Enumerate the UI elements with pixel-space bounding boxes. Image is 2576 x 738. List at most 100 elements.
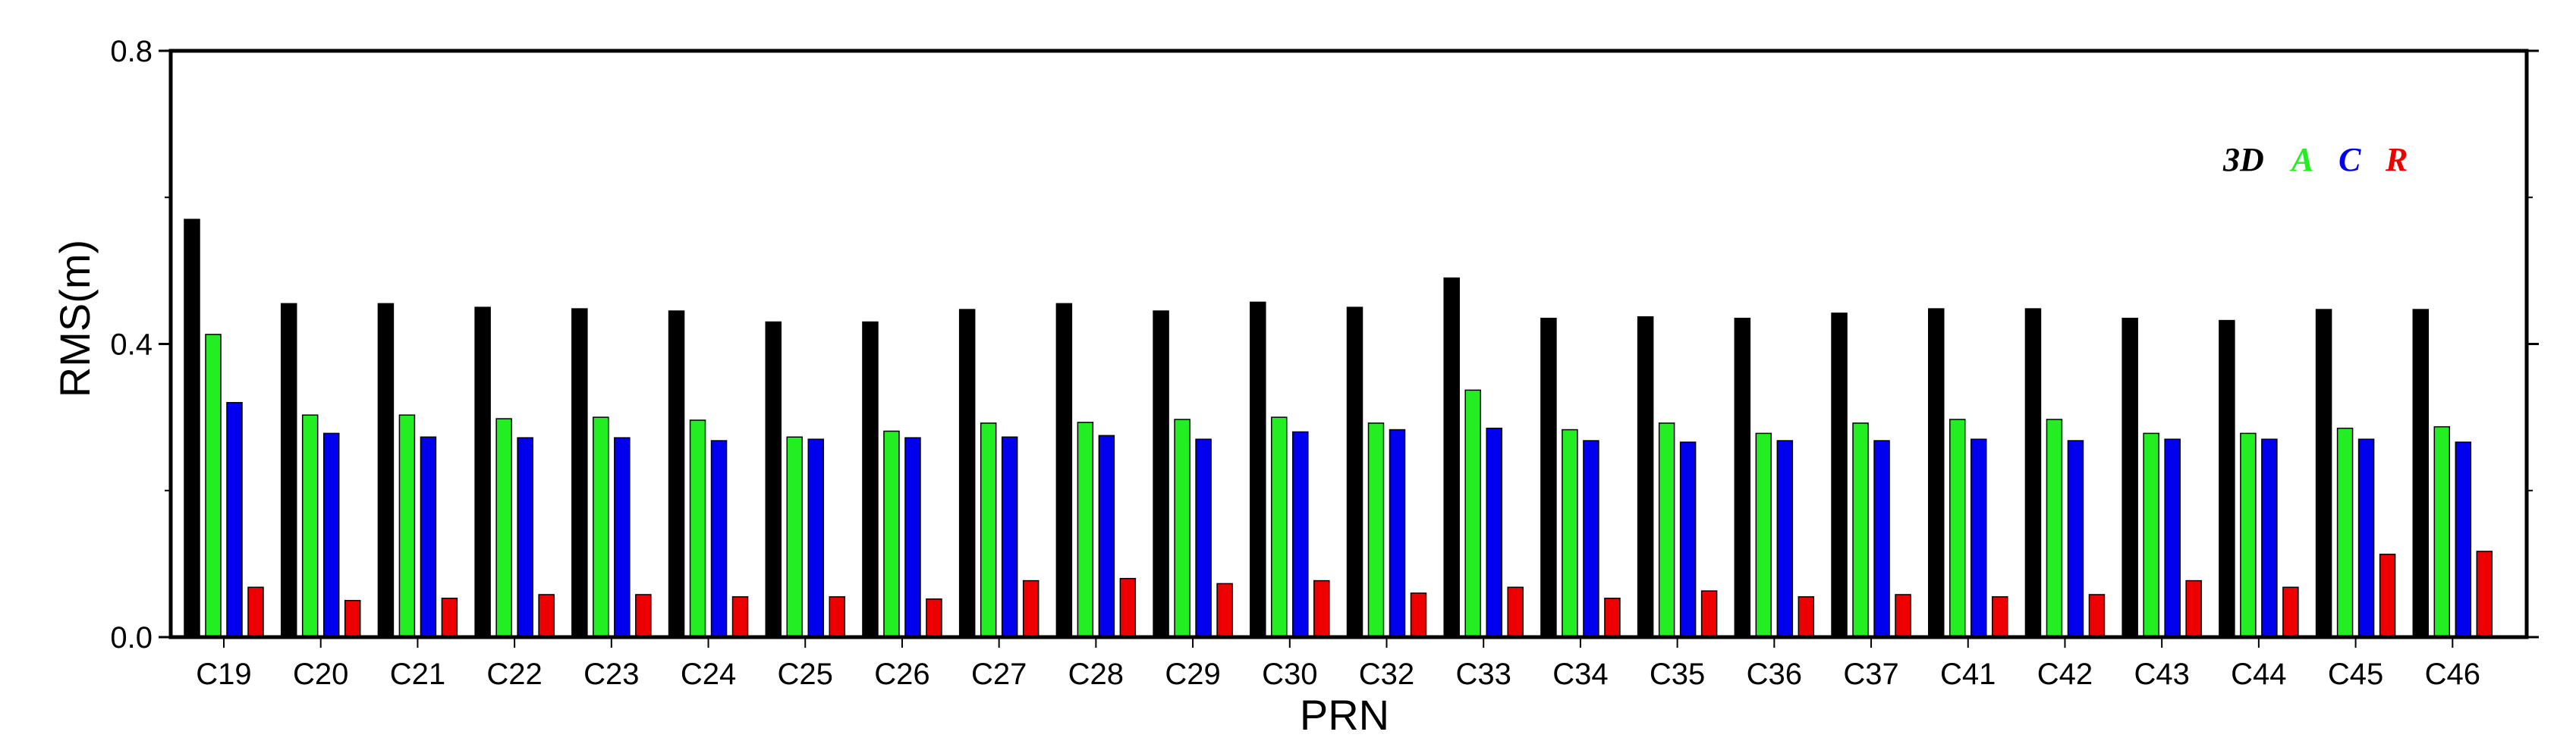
bar-C44-R [2282, 586, 2299, 638]
bar-C21-3D [377, 303, 395, 638]
bar-C42-3D [2024, 308, 2042, 638]
x-tick-label-C44: C44 [2231, 658, 2286, 691]
x-tick-label-C29: C29 [1165, 658, 1220, 691]
x-tick-label-C27: C27 [971, 658, 1027, 691]
x-tick-label-C19: C19 [196, 658, 251, 691]
bar-C23-C [614, 437, 631, 638]
bar-C22-3D [474, 306, 491, 638]
bar-C22-C [517, 437, 533, 638]
x-tick-label-C42: C42 [2037, 658, 2093, 691]
bar-C21-C [420, 436, 437, 638]
bar-C35-A [1658, 422, 1675, 638]
bar-C37-A [1852, 422, 1869, 638]
bar-C20-C [322, 432, 340, 638]
bar-C46-R [2476, 551, 2493, 638]
bar-C30-A [1271, 416, 1288, 638]
legend-entry-A: A [2289, 141, 2313, 178]
bar-C41-C [1971, 438, 1987, 638]
bar-C25-3D [765, 321, 782, 638]
bar-C29-A [1174, 419, 1190, 638]
x-tick-label-C23: C23 [583, 658, 639, 691]
x-tick-label-C33: C33 [1456, 658, 1511, 691]
bar-C37-R [1895, 594, 1911, 638]
bar-C33-R [1507, 586, 1524, 638]
bar-C27-3D [958, 309, 976, 638]
bar-C32-A [1367, 422, 1385, 638]
bar-C32-R [1410, 592, 1427, 638]
x-tick-label-C34: C34 [1552, 658, 1608, 691]
x-axis-label: PRN [1300, 691, 1389, 738]
legend-entry-3D: 3D [2222, 141, 2264, 178]
bar-C19-R [247, 586, 264, 638]
bar-C27-C [1001, 436, 1018, 638]
bar-C41-3D [1928, 308, 1945, 638]
x-tick-label-C46: C46 [2425, 658, 2480, 691]
x-tick-label-C41: C41 [1940, 658, 1996, 691]
x-tick-label-C36: C36 [1747, 658, 1802, 691]
bar-C20-3D [280, 303, 297, 638]
x-tick-label-C28: C28 [1068, 658, 1124, 691]
x-tick-label-C35: C35 [1650, 658, 1705, 691]
x-tick-label-C45: C45 [2328, 658, 2383, 691]
bar-C29-R [1216, 583, 1233, 638]
bars-layer [184, 218, 2493, 638]
bar-C19-A [205, 334, 222, 638]
bar-C45-A [2336, 427, 2354, 638]
bar-C35-3D [1637, 316, 1654, 638]
bar-C46-3D [2412, 309, 2430, 638]
bar-C26-R [926, 598, 942, 638]
bar-C34-R [1604, 598, 1621, 638]
axes-layer: C19 C20 C21 C22 C23 C24 C25 C26 C27 C28 C29 C30 C32 C… [110, 35, 2539, 691]
bar-C20-A [301, 414, 319, 638]
bar-C44-C [2261, 438, 2278, 638]
legend-entry-R: R [2385, 141, 2408, 178]
legend: 3D A C R [2222, 141, 2408, 178]
x-tick-label-C26: C26 [874, 658, 929, 691]
bar-C27-A [980, 422, 997, 638]
bar-C43-C [2164, 438, 2181, 638]
x-tick-label-C25: C25 [778, 658, 833, 691]
bar-C24-R [731, 596, 749, 638]
bar-C28-C [1098, 435, 1115, 638]
bar-C36-R [1798, 596, 1815, 638]
bar-C43-A [2143, 432, 2159, 638]
bar-C41-A [1949, 419, 1966, 638]
y-axis-label: RMS(m) [51, 240, 99, 397]
bar-C25-R [829, 596, 845, 638]
y-tick-label: 0.8 [110, 35, 153, 68]
x-tick-label-C30: C30 [1262, 658, 1317, 691]
y-tick-label: 0.4 [110, 328, 153, 362]
bar-C37-C [1873, 440, 1890, 638]
bar-C36-C [1776, 440, 1794, 638]
bar-C42-A [2046, 419, 2063, 638]
bar-C46-A [2433, 426, 2451, 638]
x-tick-label-C32: C32 [1359, 658, 1414, 691]
bar-C23-A [593, 416, 609, 638]
bar-C28-R [1119, 577, 1137, 638]
bar-C46-C [2455, 441, 2472, 638]
bar-C33-3D [1443, 277, 1460, 638]
bar-C25-C [807, 438, 824, 638]
bar-C44-A [2240, 432, 2257, 638]
bar-C45-C [2357, 438, 2375, 638]
bar-C45-R [2379, 554, 2396, 638]
bar-C20-R [344, 599, 361, 638]
bar-C22-R [538, 594, 555, 638]
bar-C19-3D [184, 218, 200, 638]
bar-C42-C [2067, 440, 2084, 638]
bar-C34-3D [1540, 317, 1557, 638]
y-tick-label: 0.0 [110, 621, 153, 655]
bar-C32-3D [1346, 306, 1363, 638]
x-tick-label-C37: C37 [1843, 658, 1898, 691]
bar-C37-3D [1831, 312, 1848, 638]
x-tick-label-C22: C22 [486, 658, 542, 691]
bar-C27-R [1022, 579, 1040, 638]
bar-C42-R [2088, 594, 2106, 638]
bar-C23-R [635, 594, 652, 638]
bar-C35-C [1679, 441, 1697, 638]
bar-C24-C [710, 440, 728, 638]
bar-C25-A [786, 436, 803, 638]
bar-C34-A [1562, 429, 1578, 638]
bar-C22-A [495, 418, 512, 638]
